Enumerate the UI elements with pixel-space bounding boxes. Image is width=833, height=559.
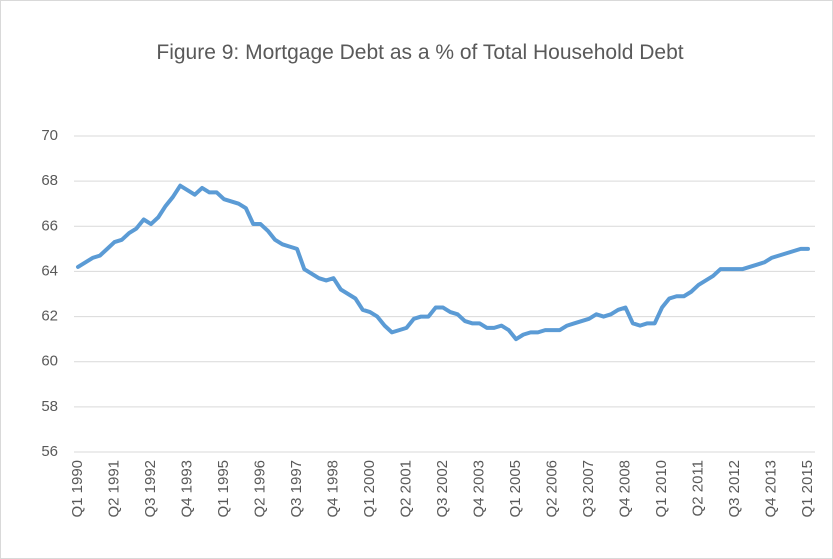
x-tick-label: Q1 2010 xyxy=(653,460,670,518)
y-tick-label: 62 xyxy=(41,308,58,325)
x-tick-label: Q2 1991 xyxy=(105,460,122,518)
y-tick-label: 70 xyxy=(41,127,58,144)
x-tick-label: Q1 1995 xyxy=(215,460,232,518)
y-tick-label: 64 xyxy=(41,262,58,279)
y-tick-label: 58 xyxy=(41,398,58,415)
x-tick-label: Q3 1997 xyxy=(288,460,305,518)
x-tick-label: Q1 2005 xyxy=(507,460,524,518)
x-tick-label: Q3 2012 xyxy=(726,460,743,518)
x-tick-label: Q4 1993 xyxy=(178,460,195,518)
x-tick-label: Q3 1992 xyxy=(142,460,159,518)
x-tick-label: Q2 2011 xyxy=(689,460,706,516)
x-tick-label: Q2 1996 xyxy=(251,460,268,518)
x-tick-label: Q4 2008 xyxy=(616,460,633,518)
y-tick-label: 56 xyxy=(41,443,58,460)
x-tick-label: Q4 2013 xyxy=(762,460,779,518)
y-tick-label: 68 xyxy=(41,172,58,189)
x-tick-label: Q1 2000 xyxy=(361,460,378,518)
y-tick-label: 66 xyxy=(41,217,58,234)
x-tick-label: Q2 2006 xyxy=(543,460,560,518)
x-tick-label: Q1 1990 xyxy=(69,460,86,518)
x-tick-label: Q4 1998 xyxy=(324,460,341,518)
x-tick-label: Q3 2002 xyxy=(434,460,451,518)
chart-title: Figure 9: Mortgage Debt as a % of Total … xyxy=(156,41,684,64)
y-tick-label: 60 xyxy=(41,353,58,370)
x-tick-label: Q3 2007 xyxy=(580,460,597,518)
x-tick-label: Q2 2001 xyxy=(397,460,414,518)
x-tick-label: Q1 2015 xyxy=(799,460,816,518)
x-tick-label: Q4 2003 xyxy=(470,460,487,518)
data-line xyxy=(76,183,810,342)
